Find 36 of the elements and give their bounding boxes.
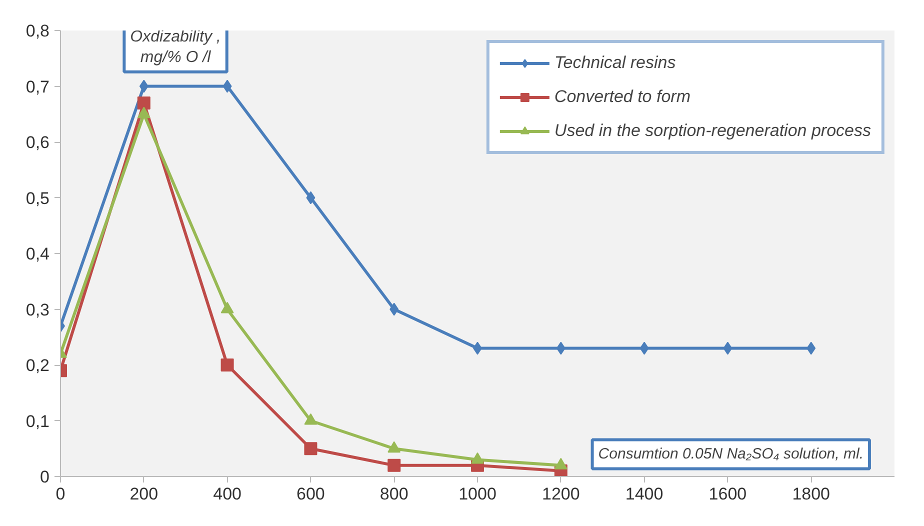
- point: [390, 302, 399, 316]
- y-tick-label: 0,4: [26, 244, 50, 264]
- point: [304, 442, 318, 456]
- y-tick-label: 0,1: [26, 412, 50, 431]
- x-tick-label: 800: [380, 484, 408, 504]
- legend-label: Technical resins: [554, 53, 676, 73]
- x-tick-label: 1000: [458, 484, 496, 504]
- point: [806, 342, 816, 355]
- y-tick-label: 0,2: [26, 356, 50, 375]
- point: [139, 80, 148, 93]
- x-tick-label: 1600: [708, 484, 747, 504]
- point: [220, 358, 234, 372]
- point: [640, 342, 649, 355]
- x-axis-title: Consumtion 0.05N Na₂SO₄ solution, ml.: [598, 446, 864, 463]
- y-tick-label: 0,7: [26, 77, 50, 96]
- x-tick-label: 1200: [542, 484, 580, 504]
- x-tick-label: 1800: [792, 484, 830, 504]
- y-tick-label: 0,3: [26, 300, 50, 320]
- point: [723, 342, 732, 355]
- point: [388, 441, 401, 453]
- legend-label: Converted to form: [554, 87, 690, 107]
- point: [137, 96, 150, 110]
- y-tick-label: 0,6: [26, 133, 50, 152]
- point: [388, 458, 401, 472]
- point: [556, 342, 566, 355]
- x-tick-label: 200: [130, 484, 158, 504]
- y-tick-label: 0,5: [26, 188, 50, 208]
- x-tick-label: 600: [296, 484, 325, 504]
- x-tick-label: 0: [56, 484, 66, 504]
- y-tick-label: 0: [40, 468, 50, 486]
- x-tick-label: 400: [213, 484, 242, 504]
- point: [222, 80, 232, 93]
- y-tick-label: 0,8: [26, 22, 50, 40]
- x-tick-label: 1400: [625, 484, 664, 504]
- point: [306, 191, 316, 204]
- legend-label: Used in the sorption-regeneration process: [554, 121, 871, 141]
